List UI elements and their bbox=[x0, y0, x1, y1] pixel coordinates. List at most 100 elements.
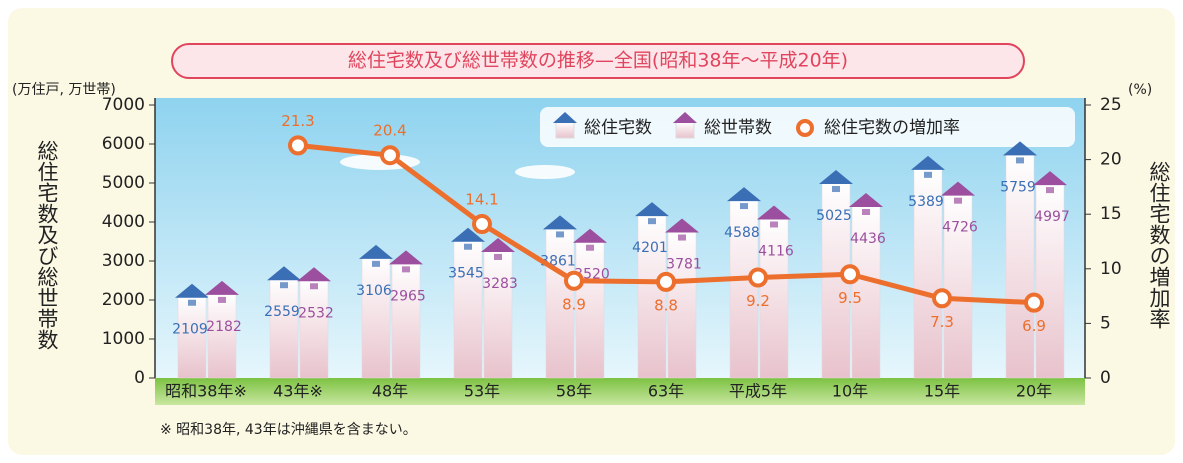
y2-tick-label: 10 bbox=[1100, 259, 1122, 279]
value-label: 5389 bbox=[908, 194, 944, 210]
value-label: 4201 bbox=[632, 240, 668, 256]
window bbox=[832, 186, 840, 192]
y2-axis-title: 総住宅数の増加率 bbox=[1147, 161, 1171, 329]
window bbox=[648, 218, 656, 224]
line-marker bbox=[934, 290, 950, 306]
window bbox=[1016, 157, 1024, 163]
y-tick-label: 4000 bbox=[102, 212, 145, 232]
window bbox=[862, 209, 870, 215]
line-marker bbox=[750, 270, 766, 286]
line-marker bbox=[382, 147, 398, 163]
value-label: 9.5 bbox=[838, 289, 862, 307]
value-label: 2965 bbox=[390, 288, 426, 304]
window bbox=[372, 261, 380, 267]
value-label: 4588 bbox=[724, 225, 760, 241]
y-tick-label: 3000 bbox=[102, 251, 145, 271]
y-unit: (万住戸, 万世帯) bbox=[12, 82, 116, 98]
y-tick-label: 0 bbox=[134, 368, 145, 388]
x-tick-label: 昭和38年※ bbox=[165, 382, 247, 401]
chart-title: 総住宅数及び総世帯数の推移—全国(昭和38年～平成20年) bbox=[348, 50, 848, 72]
legend-icon bbox=[556, 122, 574, 138]
chart: 総住宅数及び総世帯数の推移—全国(昭和38年～平成20年) (万住戸, 万世帯)… bbox=[0, 0, 1183, 463]
bar bbox=[270, 278, 298, 378]
line-marker bbox=[1026, 295, 1042, 311]
value-label: 2109 bbox=[172, 322, 208, 338]
y-tick-label: 2000 bbox=[102, 290, 145, 310]
window bbox=[740, 203, 748, 209]
window bbox=[402, 266, 410, 272]
x-tick-label: 平成5年 bbox=[729, 382, 787, 401]
x-tick-label: 53年 bbox=[464, 382, 500, 401]
value-label: 2532 bbox=[298, 305, 334, 321]
value-label: 3106 bbox=[356, 283, 392, 299]
bar bbox=[300, 279, 328, 378]
footnote: ※ 昭和38年, 43年は沖縄県を含まない。 bbox=[160, 422, 417, 438]
x-tick-label: 10年 bbox=[832, 382, 868, 401]
line-marker bbox=[474, 216, 490, 232]
value-label: 4997 bbox=[1034, 209, 1070, 225]
x-tick-label: 20年 bbox=[1016, 382, 1052, 401]
x-tick-label: 48年 bbox=[372, 382, 408, 401]
x-tick-label: 58年 bbox=[556, 382, 592, 401]
value-label: 3781 bbox=[666, 257, 702, 273]
value-label: 6.9 bbox=[1022, 317, 1046, 335]
value-label: 8.9 bbox=[562, 295, 586, 313]
value-label: 4726 bbox=[942, 220, 978, 236]
bar bbox=[454, 240, 482, 378]
window bbox=[310, 283, 318, 289]
value-label: 8.8 bbox=[654, 296, 678, 314]
window bbox=[1046, 187, 1054, 193]
value-label: 2182 bbox=[206, 319, 242, 335]
x-tick-label: 43年※ bbox=[273, 382, 323, 401]
window bbox=[218, 297, 226, 303]
window bbox=[770, 221, 778, 227]
window bbox=[464, 244, 472, 250]
value-label: 4116 bbox=[758, 243, 794, 259]
y2-tick-label: 20 bbox=[1100, 150, 1122, 170]
bar bbox=[484, 250, 512, 378]
line-marker bbox=[658, 274, 674, 290]
value-label: 4436 bbox=[850, 231, 886, 247]
line-marker bbox=[290, 137, 306, 153]
y-tick-label: 6000 bbox=[102, 134, 145, 154]
value-label: 20.4 bbox=[373, 122, 406, 140]
window bbox=[586, 245, 594, 251]
bar bbox=[362, 257, 390, 378]
y-axis-title: 総住宅数及び総世帯数 bbox=[35, 140, 59, 350]
value-label: 9.2 bbox=[746, 292, 770, 310]
window bbox=[556, 231, 564, 237]
legend-icon bbox=[676, 122, 694, 138]
bar bbox=[208, 293, 236, 378]
y-tick-label: 1000 bbox=[102, 329, 145, 349]
line-marker bbox=[566, 273, 582, 289]
y2-tick-label: 0 bbox=[1100, 368, 1111, 388]
window bbox=[494, 254, 502, 260]
y2-tick-label: 25 bbox=[1100, 95, 1122, 115]
value-label: 14.1 bbox=[465, 191, 498, 209]
legend-label: 総住宅数の増加率 bbox=[824, 118, 960, 138]
window bbox=[678, 235, 686, 241]
value-label: 7.3 bbox=[930, 313, 954, 331]
x-tick-label: 15年 bbox=[924, 382, 960, 401]
legend-label: 総住宅数 bbox=[584, 118, 652, 138]
y2-unit: (%) bbox=[1128, 82, 1152, 98]
cloud bbox=[515, 165, 575, 179]
window bbox=[954, 198, 962, 204]
bar bbox=[392, 262, 420, 378]
line-marker bbox=[842, 266, 858, 282]
x-tick-label: 63年 bbox=[648, 382, 684, 401]
y2-tick-label: 5 bbox=[1100, 313, 1111, 333]
window bbox=[188, 300, 196, 306]
y-tick-label: 7000 bbox=[102, 95, 145, 115]
value-label: 5759 bbox=[1000, 179, 1036, 195]
y2-tick-label: 15 bbox=[1100, 204, 1122, 224]
window bbox=[280, 282, 288, 288]
legend-label: 総世帯数 bbox=[704, 118, 772, 138]
value-label: 3545 bbox=[448, 266, 484, 282]
value-label: 21.3 bbox=[281, 112, 314, 130]
legend-icon bbox=[798, 121, 812, 135]
window bbox=[924, 172, 932, 178]
value-label: 5025 bbox=[816, 208, 852, 224]
y-tick-label: 5000 bbox=[102, 173, 145, 193]
value-label: 2559 bbox=[264, 304, 300, 320]
